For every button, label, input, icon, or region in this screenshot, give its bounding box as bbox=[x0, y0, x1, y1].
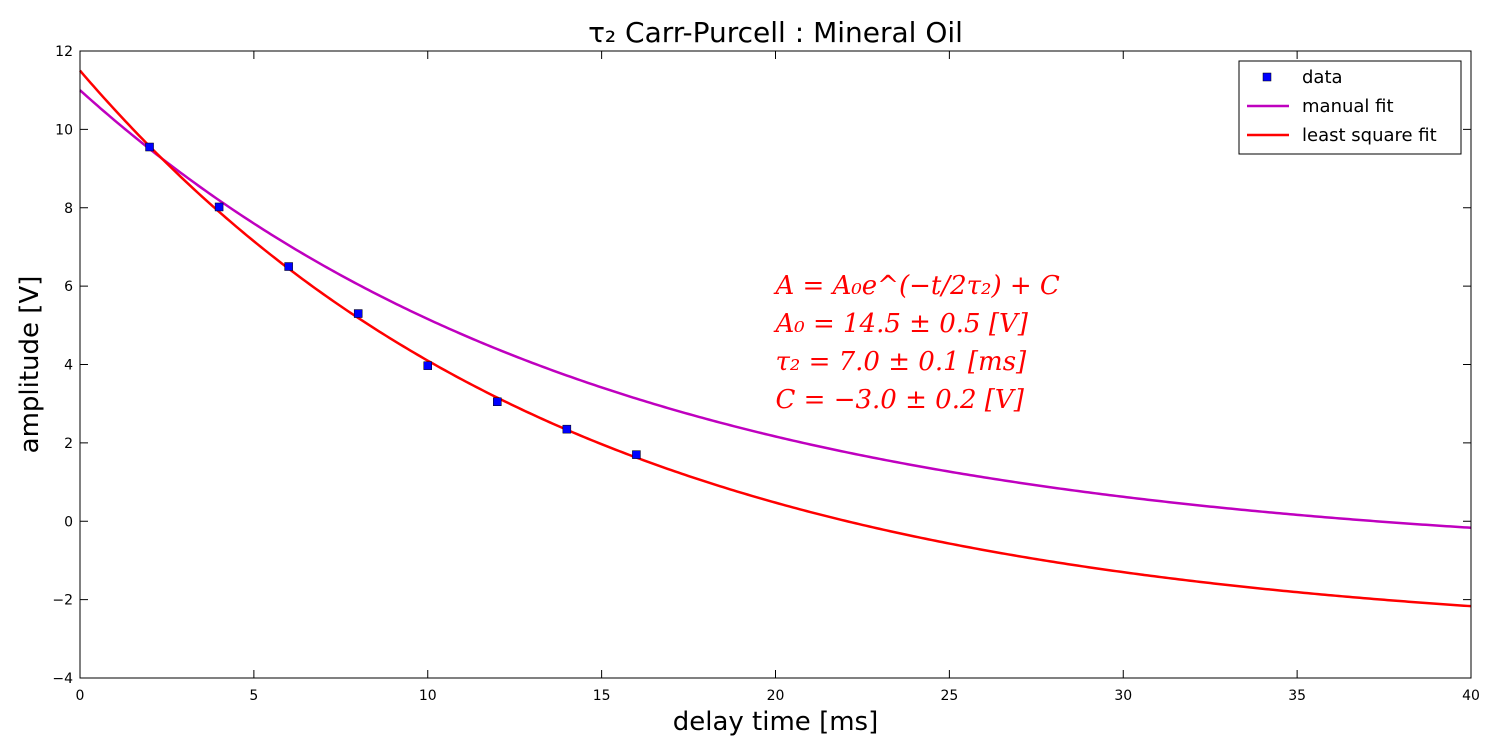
x-tick-label: 40 bbox=[1462, 688, 1480, 704]
data-point bbox=[632, 450, 641, 459]
x-tick-label: 35 bbox=[1288, 688, 1306, 704]
data-point bbox=[353, 309, 363, 318]
data-points bbox=[145, 142, 641, 459]
x-tick-label: 0 bbox=[76, 688, 85, 704]
annotation-line: τ₂ = 7.0 ± 0.1 [ms] bbox=[776, 347, 1028, 377]
data-point bbox=[493, 397, 502, 406]
y-tick-label: 8 bbox=[64, 201, 73, 217]
annotation-line: A₀ = 14.5 ± 0.5 [V] bbox=[774, 309, 1029, 339]
series-line-least-square-fit bbox=[79, 69, 1472, 608]
fit-annotations: A = A₀e^(−t/2τ₂) + C A₀ = 14.5 ± 0.5 [V] τ… bbox=[774, 271, 1060, 415]
data-point bbox=[562, 424, 572, 434]
annotation-line: C = −3.0 ± 0.2 [V] bbox=[776, 385, 1025, 415]
y-tick-label: 0 bbox=[64, 514, 73, 530]
data-point bbox=[145, 142, 154, 152]
y-tick-label: 10 bbox=[55, 122, 73, 138]
legend-label: data bbox=[1302, 67, 1343, 88]
y-tick-label: −2 bbox=[52, 593, 73, 609]
chart-title: τ₂ Carr-Purcell : Mineral Oil bbox=[588, 16, 963, 49]
y-tick-label: −4 bbox=[52, 671, 73, 687]
x-tick-label: 5 bbox=[249, 688, 258, 704]
x-tick-label: 30 bbox=[1114, 688, 1132, 704]
fit-curves bbox=[79, 69, 1472, 608]
legend-box bbox=[1238, 60, 1462, 155]
y-axis-label: amplitude [V] bbox=[15, 276, 45, 454]
y-tick-label: 4 bbox=[64, 358, 73, 374]
y-tick-label: 6 bbox=[64, 279, 73, 295]
x-tick-label: 10 bbox=[419, 688, 437, 704]
legend: data manual fit least square fit bbox=[1238, 60, 1462, 155]
data-point bbox=[284, 262, 293, 271]
data-point bbox=[423, 361, 432, 370]
x-tick-label: 15 bbox=[593, 688, 611, 704]
legend-label: manual fit bbox=[1302, 96, 1394, 117]
y-tick-label: 12 bbox=[55, 44, 73, 60]
x-tick-label: 20 bbox=[767, 688, 785, 704]
legend-marker bbox=[1262, 72, 1272, 82]
series-line-manual-fit bbox=[79, 89, 1472, 530]
data-point bbox=[214, 202, 224, 212]
x-tick-label: 25 bbox=[940, 688, 958, 704]
y-tick-label: 2 bbox=[64, 436, 73, 452]
annotation-line: A = A₀e^(−t/2τ₂) + C bbox=[774, 271, 1060, 301]
axis-ticks: 0 5 10 15 20 25 30 35 40 −4 −2 0 2 4 6 8 10 12 bbox=[52, 44, 1480, 704]
legend-label: least square fit bbox=[1302, 125, 1437, 146]
x-axis-label: delay time [ms] bbox=[673, 707, 878, 737]
